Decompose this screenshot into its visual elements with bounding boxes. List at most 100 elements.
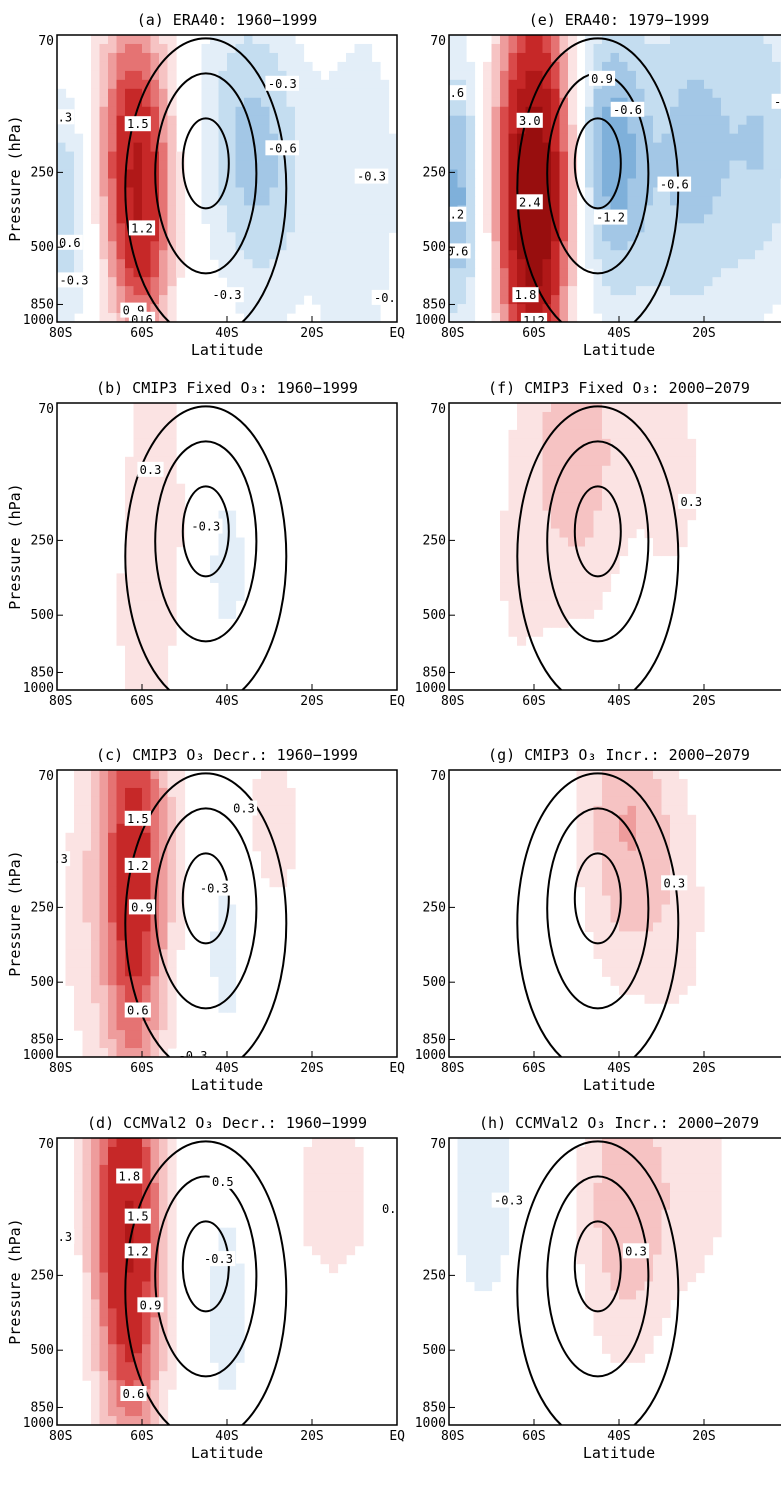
field-cell — [142, 555, 152, 566]
field-cell — [678, 895, 688, 906]
field-cell — [99, 106, 109, 117]
field-cell — [695, 196, 705, 207]
field-cell — [329, 1245, 339, 1256]
field-cell — [568, 304, 578, 314]
field-cell — [295, 286, 305, 296]
field-cell — [772, 205, 781, 215]
field-cell — [218, 573, 228, 583]
field-cell — [201, 142, 211, 153]
field-cell — [303, 1164, 313, 1175]
field-cell — [125, 1254, 135, 1265]
field-cell — [695, 178, 705, 189]
field-cell — [491, 1173, 501, 1184]
field-cell — [491, 1236, 501, 1247]
field-cell — [653, 501, 663, 512]
field-cell — [585, 832, 595, 843]
field-cell — [491, 304, 501, 314]
field-cell — [534, 35, 544, 45]
field-cell — [150, 681, 160, 690]
field-cell — [159, 151, 169, 162]
field-cell — [269, 796, 279, 807]
field-cell — [457, 1138, 467, 1148]
field-cell — [636, 519, 646, 530]
field-cell — [150, 106, 160, 117]
field-cell — [388, 169, 397, 180]
field-cell — [150, 52, 160, 63]
field-cell — [687, 35, 697, 45]
field-cell — [678, 1164, 688, 1175]
field-cell — [508, 151, 518, 162]
field-cell — [142, 1227, 152, 1238]
field-cell — [142, 492, 152, 503]
field-cell — [636, 1263, 646, 1274]
field-cell — [159, 88, 169, 99]
field-cell — [125, 70, 135, 81]
field-cell — [729, 205, 739, 215]
field-cell — [329, 1164, 339, 1175]
field-cell — [159, 1191, 169, 1202]
field-cell — [653, 474, 663, 485]
field-cell — [159, 79, 169, 90]
field-cell — [312, 79, 322, 90]
field-cell — [585, 160, 595, 171]
field-cell — [150, 1344, 160, 1354]
field-cell — [99, 241, 109, 251]
field-cell — [729, 187, 739, 198]
field-cell — [559, 510, 569, 521]
field-cell — [218, 178, 228, 189]
field-cell — [150, 35, 160, 45]
field-cell — [602, 922, 612, 933]
field-cell — [636, 403, 646, 413]
field-cell — [218, 609, 228, 619]
field-cell — [670, 403, 680, 413]
field-cell — [508, 528, 518, 539]
field-cell — [704, 196, 714, 207]
field-cell — [627, 1218, 637, 1229]
field-cell — [712, 97, 722, 108]
field-cell — [380, 151, 390, 162]
field-cell — [125, 1182, 135, 1193]
field-cell — [65, 250, 75, 260]
field-cell — [593, 259, 603, 269]
field-cell — [329, 259, 339, 269]
field-cell — [74, 214, 84, 224]
field-cell — [261, 97, 271, 108]
field-cell — [491, 214, 501, 224]
field-cell — [303, 1182, 313, 1193]
field-cell — [636, 805, 646, 816]
field-cell — [687, 79, 697, 90]
field-cell — [602, 133, 612, 144]
field-cell — [244, 241, 254, 251]
field-cell — [517, 456, 527, 467]
field-cell — [176, 832, 186, 843]
field-cell — [670, 931, 680, 942]
field-cell — [142, 528, 152, 539]
field-cell — [619, 1138, 629, 1148]
field-cell — [167, 456, 177, 467]
field-cell — [627, 1191, 637, 1202]
field-cell — [627, 1263, 637, 1274]
field-cell — [261, 814, 271, 825]
field-cell — [534, 627, 544, 637]
field-cell — [363, 214, 373, 224]
field-cell — [133, 645, 143, 655]
field-cell — [167, 277, 177, 287]
field-cell — [133, 79, 143, 90]
contour-label: -0.3 — [179, 1049, 208, 1063]
field-cell — [82, 931, 92, 942]
field-cell — [517, 555, 527, 566]
field-cell — [729, 286, 739, 296]
field-cell — [636, 778, 646, 789]
field-cell — [525, 438, 535, 449]
field-cell — [755, 313, 765, 322]
field-cell — [653, 877, 663, 888]
shading-f: 0.3 — [449, 403, 781, 690]
field-cell — [176, 796, 186, 807]
field-cell — [150, 627, 160, 637]
field-cell — [593, 169, 603, 180]
field-cell — [235, 1299, 245, 1310]
y-tick-label: 1000 — [23, 681, 54, 696]
field-cell — [746, 61, 756, 72]
field-cell — [57, 205, 67, 215]
field-cell — [525, 546, 535, 557]
